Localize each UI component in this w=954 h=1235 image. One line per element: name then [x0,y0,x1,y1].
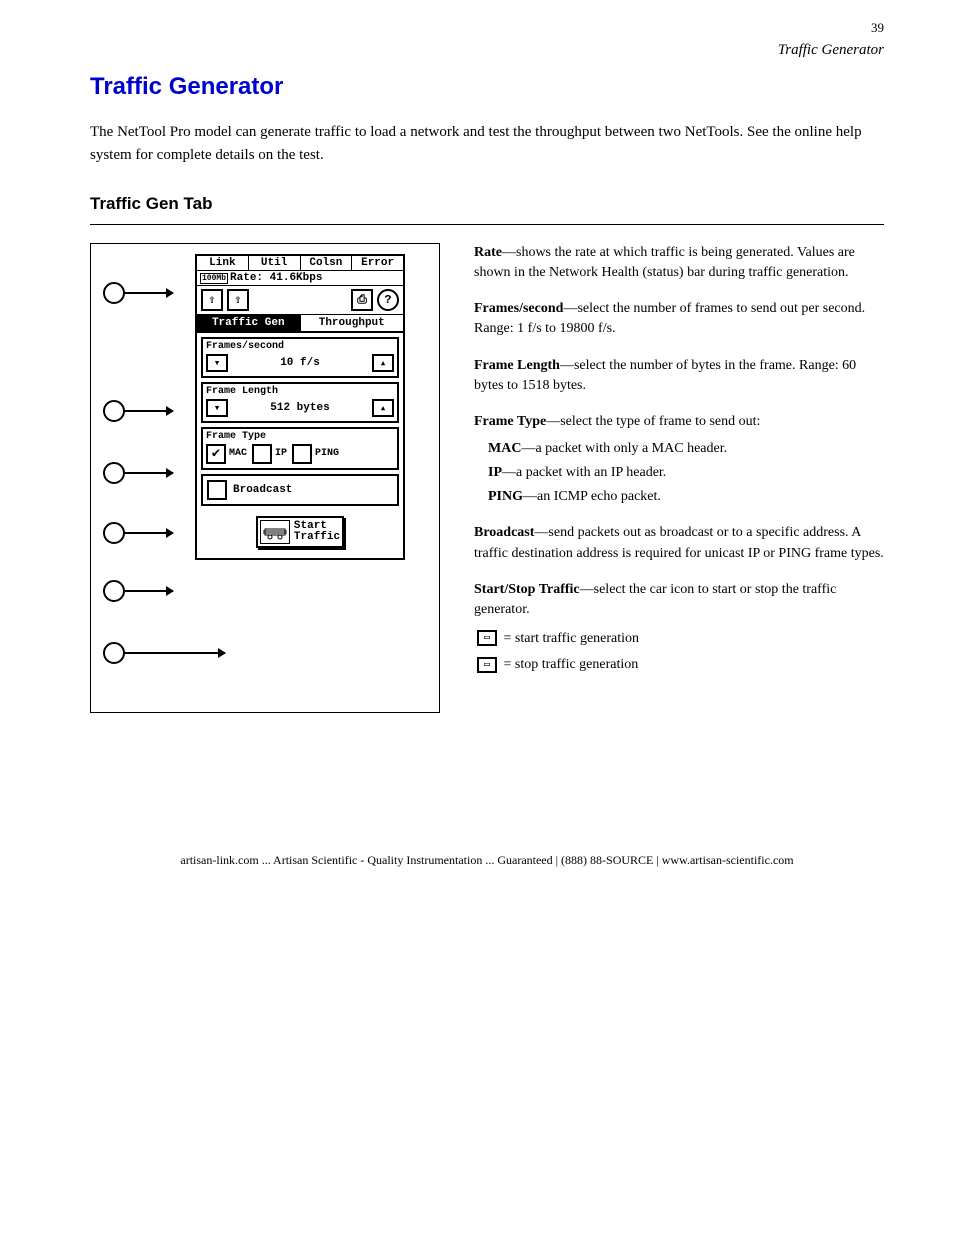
desc-bc-text: —send packets out as broadcast or to a s… [474,525,884,560]
callout-marker-flen [103,462,125,484]
car-stop-icon: ▭ [477,657,497,673]
desc-ftype: Frame Type—select the type of frame to s… [474,412,884,507]
callout-marker-rate [103,282,125,304]
ft-ping-k: PING [488,489,523,504]
arrow-icon [125,532,173,534]
increment-button[interactable]: ▴ [372,399,394,417]
tab-traffic-gen[interactable]: Traffic Gen [197,315,301,331]
frame-length-group: Frame Length ▾ 512 bytes ▴ [201,382,399,423]
divider [90,224,884,225]
callout-marker-broadcast [103,580,125,602]
desc-bc-label: Broadcast [474,525,534,540]
ft-mac-v: —a packet with only a MAC header. [521,441,727,456]
status-bar: Link Util Colsn Error [197,256,403,271]
callout-marker-start [103,642,125,664]
desc-ftype-text: —select the type of frame to send out: [546,414,760,429]
rate-value: 41.6Kbps [270,272,323,284]
desc-fps: Frames/second—select the number of frame… [474,299,884,340]
car-icon [260,520,290,544]
ft-ip-k: IP [488,465,502,480]
start-label-2: Traffic [294,532,340,543]
device-figure: Link Util Colsn Error 100MbRate: 41.6Kbp… [90,243,440,713]
intro-paragraph: The NetTool Pro model can generate traff… [90,121,884,168]
status-link: Link [197,256,249,270]
help-icon[interactable]: ? [377,289,399,311]
checkbox-mac[interactable]: ✔ [206,444,226,464]
desc-ftype-label: Frame Type [474,414,546,429]
arrow-icon [125,590,173,592]
ft-ip-v: —a packet with an IP header. [502,465,666,480]
fps-label: Frames/second [206,341,394,352]
print-icon[interactable]: ⎙ [351,289,373,311]
checkbox-ping[interactable] [292,444,312,464]
ftype-label: Frame Type [206,431,394,442]
desc-start: Start/Stop Traffic—select the car icon t… [474,580,884,675]
status-colsn: Colsn [301,256,353,270]
section-label: Traffic Generator [90,42,884,59]
arrow-icon [125,292,173,294]
device-screen: Link Util Colsn Error 100MbRate: 41.6Kbp… [195,254,405,560]
decrement-button[interactable]: ▾ [206,354,228,372]
desc-rate: Rate—shows the rate at which traffic is … [474,243,884,284]
frame-type-group: Frame Type ✔ MAC IP PING [201,427,399,470]
ft-ping-v: —an ICMP echo packet. [523,489,661,504]
status-util: Util [249,256,301,270]
arrow-icon [125,472,173,474]
increment-button[interactable]: ▴ [372,354,394,372]
arrow-icon [125,652,225,654]
fps-value: 10 f/s [228,357,372,369]
ft-mac-k: MAC [488,441,521,456]
up-nav-icon[interactable]: ⇧ [227,289,249,311]
checkbox-broadcast[interactable] [207,480,227,500]
arrow-icon [125,410,173,412]
checkbox-ip[interactable] [252,444,272,464]
start-label-1: Start [294,521,340,532]
desc-broadcast: Broadcast—send packets out as broadcast … [474,523,884,564]
desc-start-label: Start/Stop Traffic [474,582,580,597]
ftype-ip-label: IP [274,448,290,459]
ftype-mac-label: MAC [228,448,250,459]
car-start-icon: ▭ [477,630,497,646]
broadcast-label: Broadcast [233,484,292,496]
status-error: Error [352,256,403,270]
rate-label: Rate: [230,272,263,284]
decrement-button[interactable]: ▾ [206,399,228,417]
desc-rate-text: —shows the rate at which traffic is bein… [474,245,855,280]
callout-marker-ftype [103,522,125,544]
page-number: 39 [90,20,884,36]
start-icon-note: = start traffic generation [504,631,640,646]
flen-label: Frame Length [206,386,394,397]
flen-value: 512 bytes [228,402,372,414]
desc-rate-label: Rate [474,245,502,260]
start-traffic-button[interactable]: Start Traffic [256,516,344,548]
page-footer: artisan-link.com ... Artisan Scientific … [90,853,884,868]
broadcast-row: Broadcast [201,474,399,506]
tab-throughput[interactable]: Throughput [301,315,404,331]
callout-marker-fps [103,400,125,422]
page-title[interactable]: Traffic Generator [90,73,884,101]
frames-per-second-group: Frames/second ▾ 10 f/s ▴ [201,337,399,378]
desc-flen: Frame Length—select the number of bytes … [474,356,884,397]
desc-fps-label: Frames/second [474,301,563,316]
desc-flen-label: Frame Length [474,358,560,373]
ftype-ping-label: PING [314,448,342,459]
rate-bar: 100MbRate: 41.6Kbps [197,271,403,286]
stop-icon-note: = stop traffic generation [504,657,639,672]
subheading: Traffic Gen Tab [90,194,884,214]
up-nav-icon[interactable]: ⇧ [201,289,223,311]
speed-badge: 100Mb [200,273,228,284]
